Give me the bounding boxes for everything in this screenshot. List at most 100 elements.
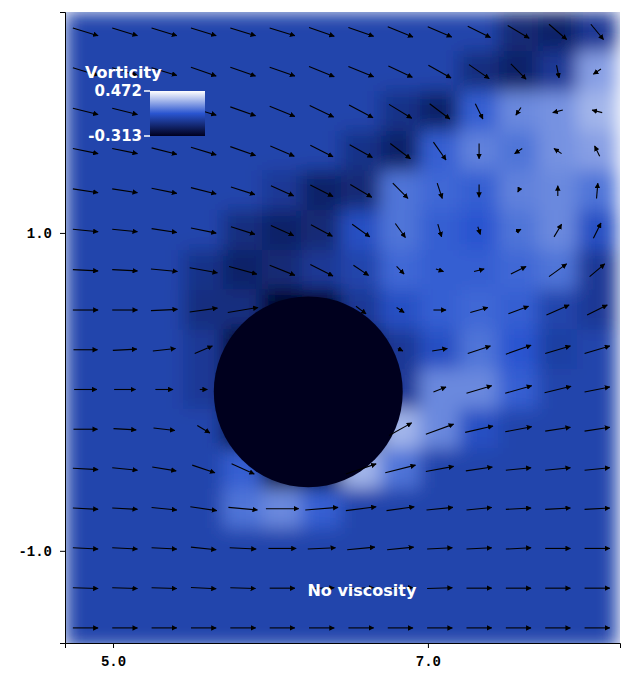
- velocity-arrow: [151, 269, 177, 272]
- velocity-arrow: [466, 386, 491, 394]
- velocity-arrow: [112, 149, 137, 154]
- velocity-arrow: [506, 468, 531, 471]
- vorticity-cell: [420, 12, 460, 52]
- vorticity-cell: [262, 131, 302, 172]
- y-axis: -1.0 1.0: [18, 13, 65, 644]
- velocity-arrow: [508, 306, 528, 314]
- velocity-arrow: [270, 28, 295, 36]
- vorticity-cell: [538, 91, 578, 132]
- velocity-arrow: [553, 110, 563, 113]
- velocity-arrow: [545, 386, 571, 392]
- tick-label: -1.0: [18, 544, 52, 560]
- velocity-arrow: [428, 27, 452, 37]
- vorticity-cell: [144, 449, 184, 490]
- vorticity-cell: [105, 608, 145, 643]
- vorticity-cell: [498, 250, 538, 291]
- vorticity-cell: [144, 528, 184, 569]
- velocity-arrow: [271, 186, 294, 196]
- tick-label: 5.0: [101, 654, 126, 670]
- velocity-arrow: [152, 467, 176, 471]
- vorticity-cell: [420, 449, 460, 490]
- vorticity-cell: [459, 250, 499, 291]
- vorticity-cell: [459, 51, 499, 92]
- velocity-arrow: [152, 229, 177, 233]
- vorticity-cell: [183, 528, 223, 569]
- vorticity-cell: [498, 131, 538, 172]
- vorticity-cell: [577, 409, 617, 450]
- velocity-arrow: [310, 145, 333, 156]
- velocity-arrow: [468, 26, 491, 37]
- velocity-arrow: [545, 346, 570, 354]
- velocity-arrow: [430, 104, 450, 119]
- velocity-arrow: [191, 228, 216, 233]
- velocity-arrow: [585, 346, 610, 354]
- vorticity-cell: [301, 131, 341, 172]
- vorticity-cell: [223, 488, 263, 529]
- velocity-arrow: [388, 627, 413, 628]
- vorticity-cell: [65, 568, 105, 609]
- tick-mark: [60, 233, 65, 234]
- velocity-arrow: [190, 268, 218, 273]
- velocity-arrow: [505, 386, 531, 394]
- velocity-arrow: [478, 227, 481, 235]
- plot-area: [65, 12, 617, 643]
- tick-label: 1.0: [27, 226, 52, 242]
- velocity-arrow: [390, 143, 410, 158]
- velocity-arrow: [545, 427, 570, 431]
- vorticity-cell: [223, 12, 263, 52]
- vorticity-cell: [105, 250, 145, 291]
- vorticity-cell: [538, 488, 578, 529]
- velocity-arrow: [348, 27, 373, 36]
- vorticity-cell: [223, 250, 263, 291]
- vorticity-cell: [380, 449, 420, 490]
- vorticity-cell: [380, 170, 420, 211]
- vorticity-cell: [459, 131, 499, 172]
- velocity-arrow: [348, 627, 373, 628]
- velocity-arrow: [595, 146, 600, 156]
- velocity-arrow: [74, 389, 97, 390]
- axis-line: [66, 644, 621, 649]
- vorticity-cell: [262, 91, 302, 132]
- velocity-arrow: [549, 264, 567, 277]
- vorticity-cell: [65, 528, 105, 569]
- velocity-arrow: [310, 106, 334, 117]
- vorticity-cell: [498, 12, 538, 52]
- velocity-arrow: [518, 190, 519, 193]
- annotation: No viscosity: [307, 581, 417, 600]
- vorticity-cell: [577, 568, 617, 609]
- velocity-arrow: [398, 348, 403, 351]
- vorticity-cell: [183, 250, 223, 291]
- velocity-arrow: [113, 349, 137, 350]
- velocity-arrow: [230, 587, 255, 589]
- velocity-arrow: [554, 224, 562, 237]
- velocity-arrow: [73, 548, 98, 549]
- vorticity-cell: [380, 51, 420, 92]
- vorticity-cell: [65, 12, 105, 52]
- vorticity-cell: [301, 488, 341, 529]
- velocity-arrow: [192, 465, 215, 473]
- velocity-arrow: [113, 429, 136, 430]
- vorticity-cell: [341, 528, 381, 569]
- vorticity-cell: [538, 210, 578, 251]
- velocity-arrow: [73, 28, 98, 36]
- vorticity-cell: [459, 170, 499, 211]
- vorticity-cell: [223, 210, 263, 251]
- vorticity-cell: [65, 290, 105, 331]
- colorbar-tick: [144, 135, 150, 137]
- vorticity-cell: [420, 369, 460, 410]
- vorticity-cell: [538, 449, 578, 490]
- velocity-arrow: [197, 425, 210, 433]
- velocity-arrow: [112, 587, 137, 589]
- vorticity-cell: [301, 608, 341, 643]
- vorticity-cell: [65, 608, 105, 643]
- vorticity-cell: [420, 290, 460, 331]
- vorticity-cell: [420, 250, 460, 291]
- vorticity-cell: [262, 170, 302, 211]
- vorticity-cell: [144, 608, 184, 643]
- vorticity-cell: [498, 170, 538, 211]
- vorticity-cell: [538, 170, 578, 211]
- velocity-arrow: [585, 427, 610, 431]
- vorticity-cell: [577, 170, 617, 211]
- vorticity-cell: [380, 488, 420, 529]
- vorticity-cell: [301, 250, 341, 291]
